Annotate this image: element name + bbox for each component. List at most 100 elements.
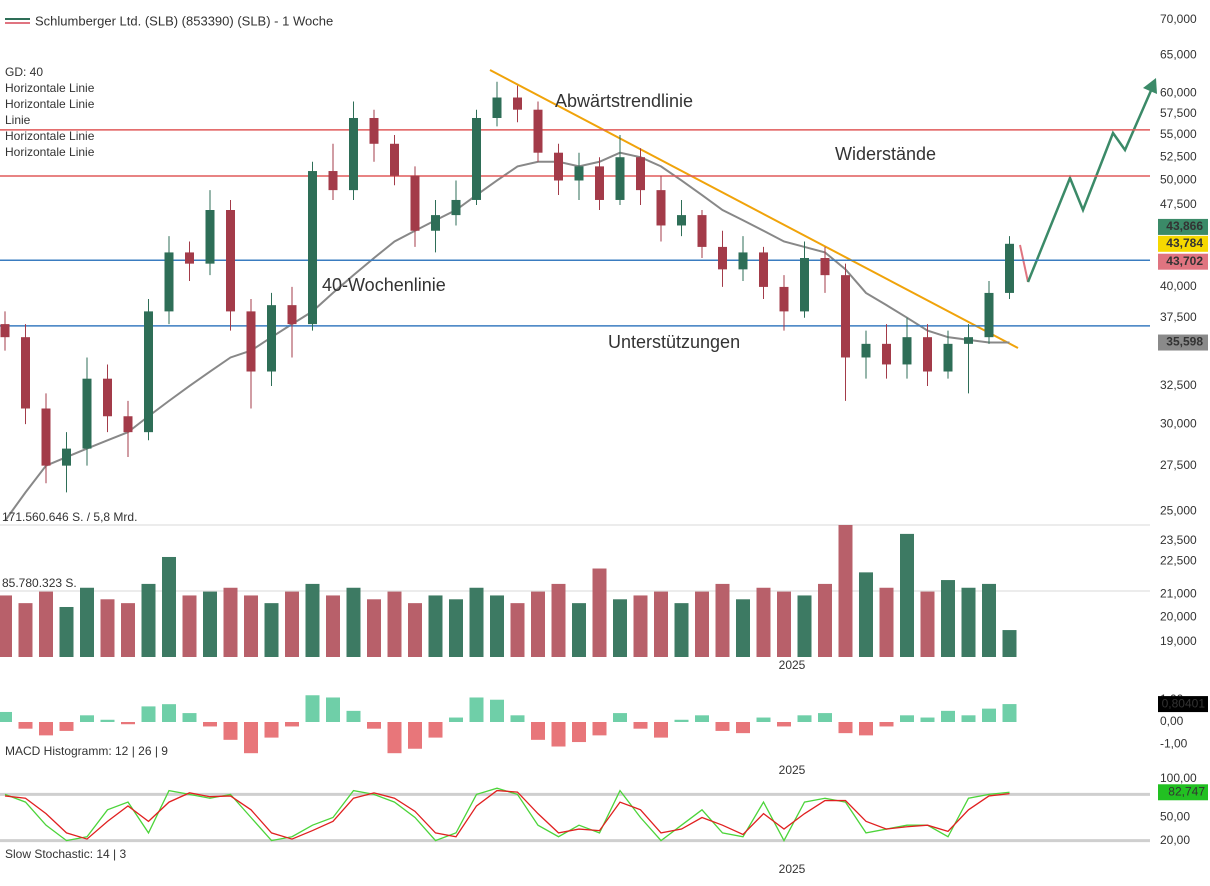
volume-bar: [777, 591, 791, 657]
y-tick-label: 20,00: [1160, 833, 1190, 847]
y-tick-label: 30,000: [1160, 416, 1197, 430]
volume-bar: [654, 591, 668, 657]
volume-bar: [490, 595, 504, 657]
legend-entry: Horizontale Linie: [5, 129, 95, 143]
candle-body: [328, 171, 338, 191]
y-tick-label: 23,500: [1160, 533, 1197, 547]
macd-bar: [551, 722, 566, 747]
macd-bar: [900, 715, 914, 722]
macd-bar: [695, 715, 709, 722]
volume-bar: [633, 595, 648, 657]
y-tick-label: 70,000: [1160, 12, 1197, 26]
stochastic-line: [4, 789, 1010, 840]
candle-body: [677, 215, 686, 226]
candle-body: [1005, 243, 1014, 293]
y-tick-label: 171.560.646 S. / 5,8 Mrd.: [2, 510, 137, 524]
y-tick-label: 20,000: [1160, 610, 1197, 624]
volume-bar: [80, 587, 94, 657]
volume-bar: [59, 606, 74, 657]
y-tick-label: 32,500: [1160, 378, 1197, 392]
price-label: 43,702: [1166, 254, 1203, 268]
candle-body: [882, 343, 891, 365]
candle-body: [246, 311, 256, 372]
indicator-label: MACD Histogramm: 12 | 26 | 9: [5, 744, 168, 758]
candle-body: [923, 337, 932, 372]
candle-body: [492, 97, 502, 118]
macd-bar: [490, 699, 504, 722]
macd-bar: [162, 704, 176, 722]
candle-body: [451, 199, 461, 216]
candle-body: [841, 275, 850, 358]
y-tick-label: 47,500: [1160, 197, 1197, 211]
volume-bar: [859, 572, 873, 657]
macd-bar: [982, 708, 996, 722]
volume-bar: [18, 603, 33, 657]
volume-bar: [408, 603, 422, 657]
volume-bar: [346, 587, 361, 657]
legend-entry: GD: 40: [5, 65, 43, 79]
legend-entry: Horizontale Linie: [5, 145, 95, 159]
volume-bar: [100, 599, 115, 657]
volume-bar: [695, 591, 709, 657]
macd-bar: [428, 722, 443, 738]
candle-body: [390, 143, 399, 176]
y-tick-label: 27,500: [1160, 458, 1197, 472]
candle-body: [738, 252, 748, 270]
candle-body: [369, 117, 379, 144]
candle-body: [595, 166, 604, 200]
candle-body: [82, 378, 92, 449]
macd-bar: [408, 722, 422, 749]
volume-bar: [203, 591, 217, 657]
candle-body: [205, 210, 215, 264]
volume-bar: [674, 603, 689, 657]
y-tick-label: 50,000: [1160, 173, 1197, 187]
volume-bar: [39, 591, 53, 657]
candle-body: [656, 190, 666, 226]
price-label: 43,866: [1166, 219, 1203, 233]
x-tick-label: 2025: [779, 658, 806, 672]
macd-bar: [838, 722, 853, 734]
candle-body: [287, 305, 297, 325]
macd-bar: [531, 722, 545, 740]
macd-bar: [859, 722, 873, 736]
volume-bar: [305, 583, 320, 657]
volume-bar: [920, 591, 935, 657]
candle-body: [431, 215, 440, 231]
macd-bar: [941, 710, 955, 722]
volume-bar: [572, 603, 586, 657]
value-label-box: [1158, 696, 1208, 713]
candle-body: [636, 157, 645, 191]
candle-body: [185, 252, 194, 264]
macd-bar: [674, 719, 689, 722]
candle-body: [164, 252, 174, 312]
x-tick-label: 2025: [779, 862, 806, 876]
y-tick-label: 0,00: [1160, 714, 1184, 728]
volume-bar: [1002, 630, 1017, 657]
candle-body: [759, 252, 768, 287]
macd-bar: [305, 695, 320, 722]
macd-bar: [592, 722, 607, 736]
macd-bar: [59, 722, 74, 731]
candle-body: [779, 286, 789, 312]
volume-bar: [551, 583, 566, 657]
macd-bar: [797, 715, 812, 722]
candle-body: [267, 305, 276, 372]
volume-bar: [510, 603, 525, 657]
y-tick-label: 60,000: [1160, 86, 1197, 100]
price-label-box: [1158, 218, 1208, 235]
candle-body: [718, 246, 727, 270]
volume-bar: [367, 599, 381, 657]
x-tick-label: 2025: [779, 763, 806, 777]
candle-body: [410, 175, 420, 231]
volume-bar: [285, 591, 299, 657]
y-tick-label: 57,500: [1160, 106, 1197, 120]
macd-bar: [223, 722, 238, 740]
macd-bar: [777, 722, 791, 727]
macd-bar: [80, 715, 94, 722]
candle-body: [472, 117, 481, 200]
legend-entry: Horizontale Linie: [5, 81, 95, 95]
macd-bar: [100, 719, 115, 722]
macd-bar: [182, 713, 197, 722]
